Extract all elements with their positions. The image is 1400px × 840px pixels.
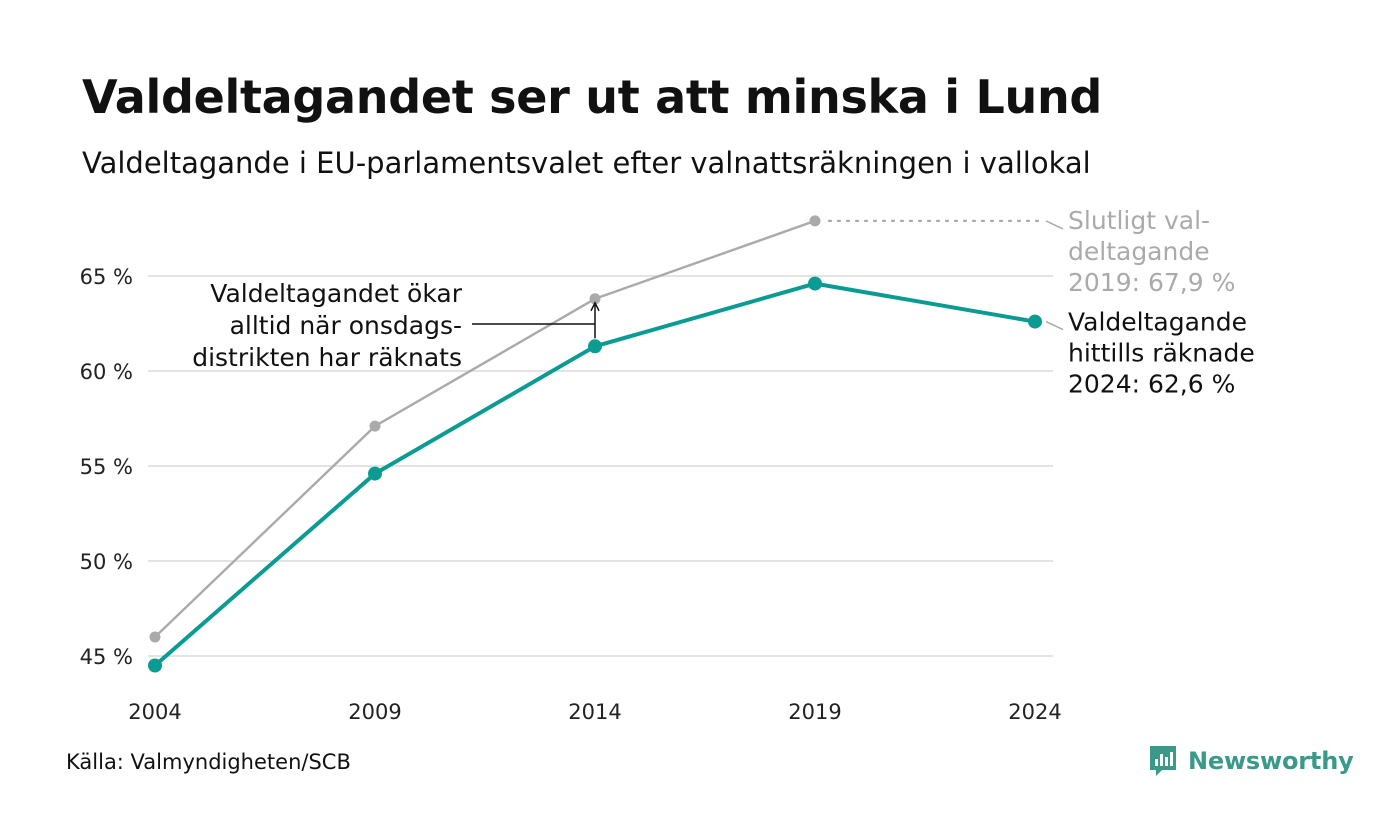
data-point-final <box>809 215 821 227</box>
note-arrowhead <box>590 301 600 312</box>
y-tick-label: 50 % <box>80 550 133 574</box>
counted-value-label-line: 2024: 62,6 % <box>1068 370 1235 399</box>
chart-title: Valdeltagandet ser ut att minska i Lund <box>82 70 1103 124</box>
data-point-final <box>149 631 161 643</box>
data-point-final <box>369 420 381 432</box>
counted-value-label: Valdeltagande hittills räknade 2024: 62,6 … <box>1068 308 1255 399</box>
x-tick-label: 2004 <box>128 700 181 724</box>
data-point-counted <box>148 658 162 673</box>
y-tick-label: 65 % <box>80 265 133 289</box>
note-label-line: Valdeltagandet ökar <box>210 279 462 308</box>
brand-name: Newsworthy <box>1188 747 1354 775</box>
counted-label-connector <box>1045 320 1064 331</box>
annotations: Slutligt val-deltagande 2019: 67,9 % Valde… <box>192 206 1254 399</box>
note-label-line: alltid när onsdags- <box>230 311 462 340</box>
data-point-counted <box>368 466 382 481</box>
chart-subtitle: Valdeltagande i EU-parlamentsvalet efter… <box>82 146 1091 180</box>
data-point-counted <box>588 339 602 354</box>
brand-logo: Newsworthy <box>1148 744 1354 778</box>
newsworthy-logo-icon <box>1150 746 1176 776</box>
y-axis-ticks: 45 % 50 % 55 % 60 % 65 % <box>80 265 133 669</box>
counted-value-label-line: Valdeltagande <box>1068 308 1247 337</box>
final-value-label-line: Slutligt val- <box>1068 206 1210 235</box>
x-tick-label: 2024 <box>1008 700 1061 724</box>
final-value-label-line: 2019: 67,9 % <box>1068 268 1235 297</box>
series-line-final <box>153 219 817 639</box>
series <box>148 215 1042 673</box>
x-tick-label: 2014 <box>568 700 621 724</box>
x-tick-label: 2009 <box>348 700 401 724</box>
gridlines <box>148 275 1053 657</box>
source-note: Källa: Valmyndigheten/SCB <box>66 750 351 774</box>
note-label-line: distrikten har räknats <box>192 343 462 372</box>
y-tick-label: 60 % <box>80 360 133 384</box>
x-axis-ticks: 2004 2009 2014 2019 2024 <box>128 700 1061 724</box>
note-label: Valdeltagandet ökar alltid när onsdags-di… <box>192 279 462 372</box>
y-tick-label: 45 % <box>80 645 133 669</box>
final-value-label-line: deltagande <box>1068 237 1210 266</box>
y-tick-label: 55 % <box>80 455 133 479</box>
data-point-counted <box>1028 314 1042 329</box>
final-value-label: Slutligt val-deltagande 2019: 67,9 % <box>1068 206 1235 297</box>
counted-value-label-line: hittills räknade <box>1068 339 1255 368</box>
data-point-final <box>589 293 601 305</box>
data-point-counted <box>808 276 822 291</box>
final-label-connector <box>1045 220 1064 230</box>
x-tick-label: 2019 <box>788 700 841 724</box>
